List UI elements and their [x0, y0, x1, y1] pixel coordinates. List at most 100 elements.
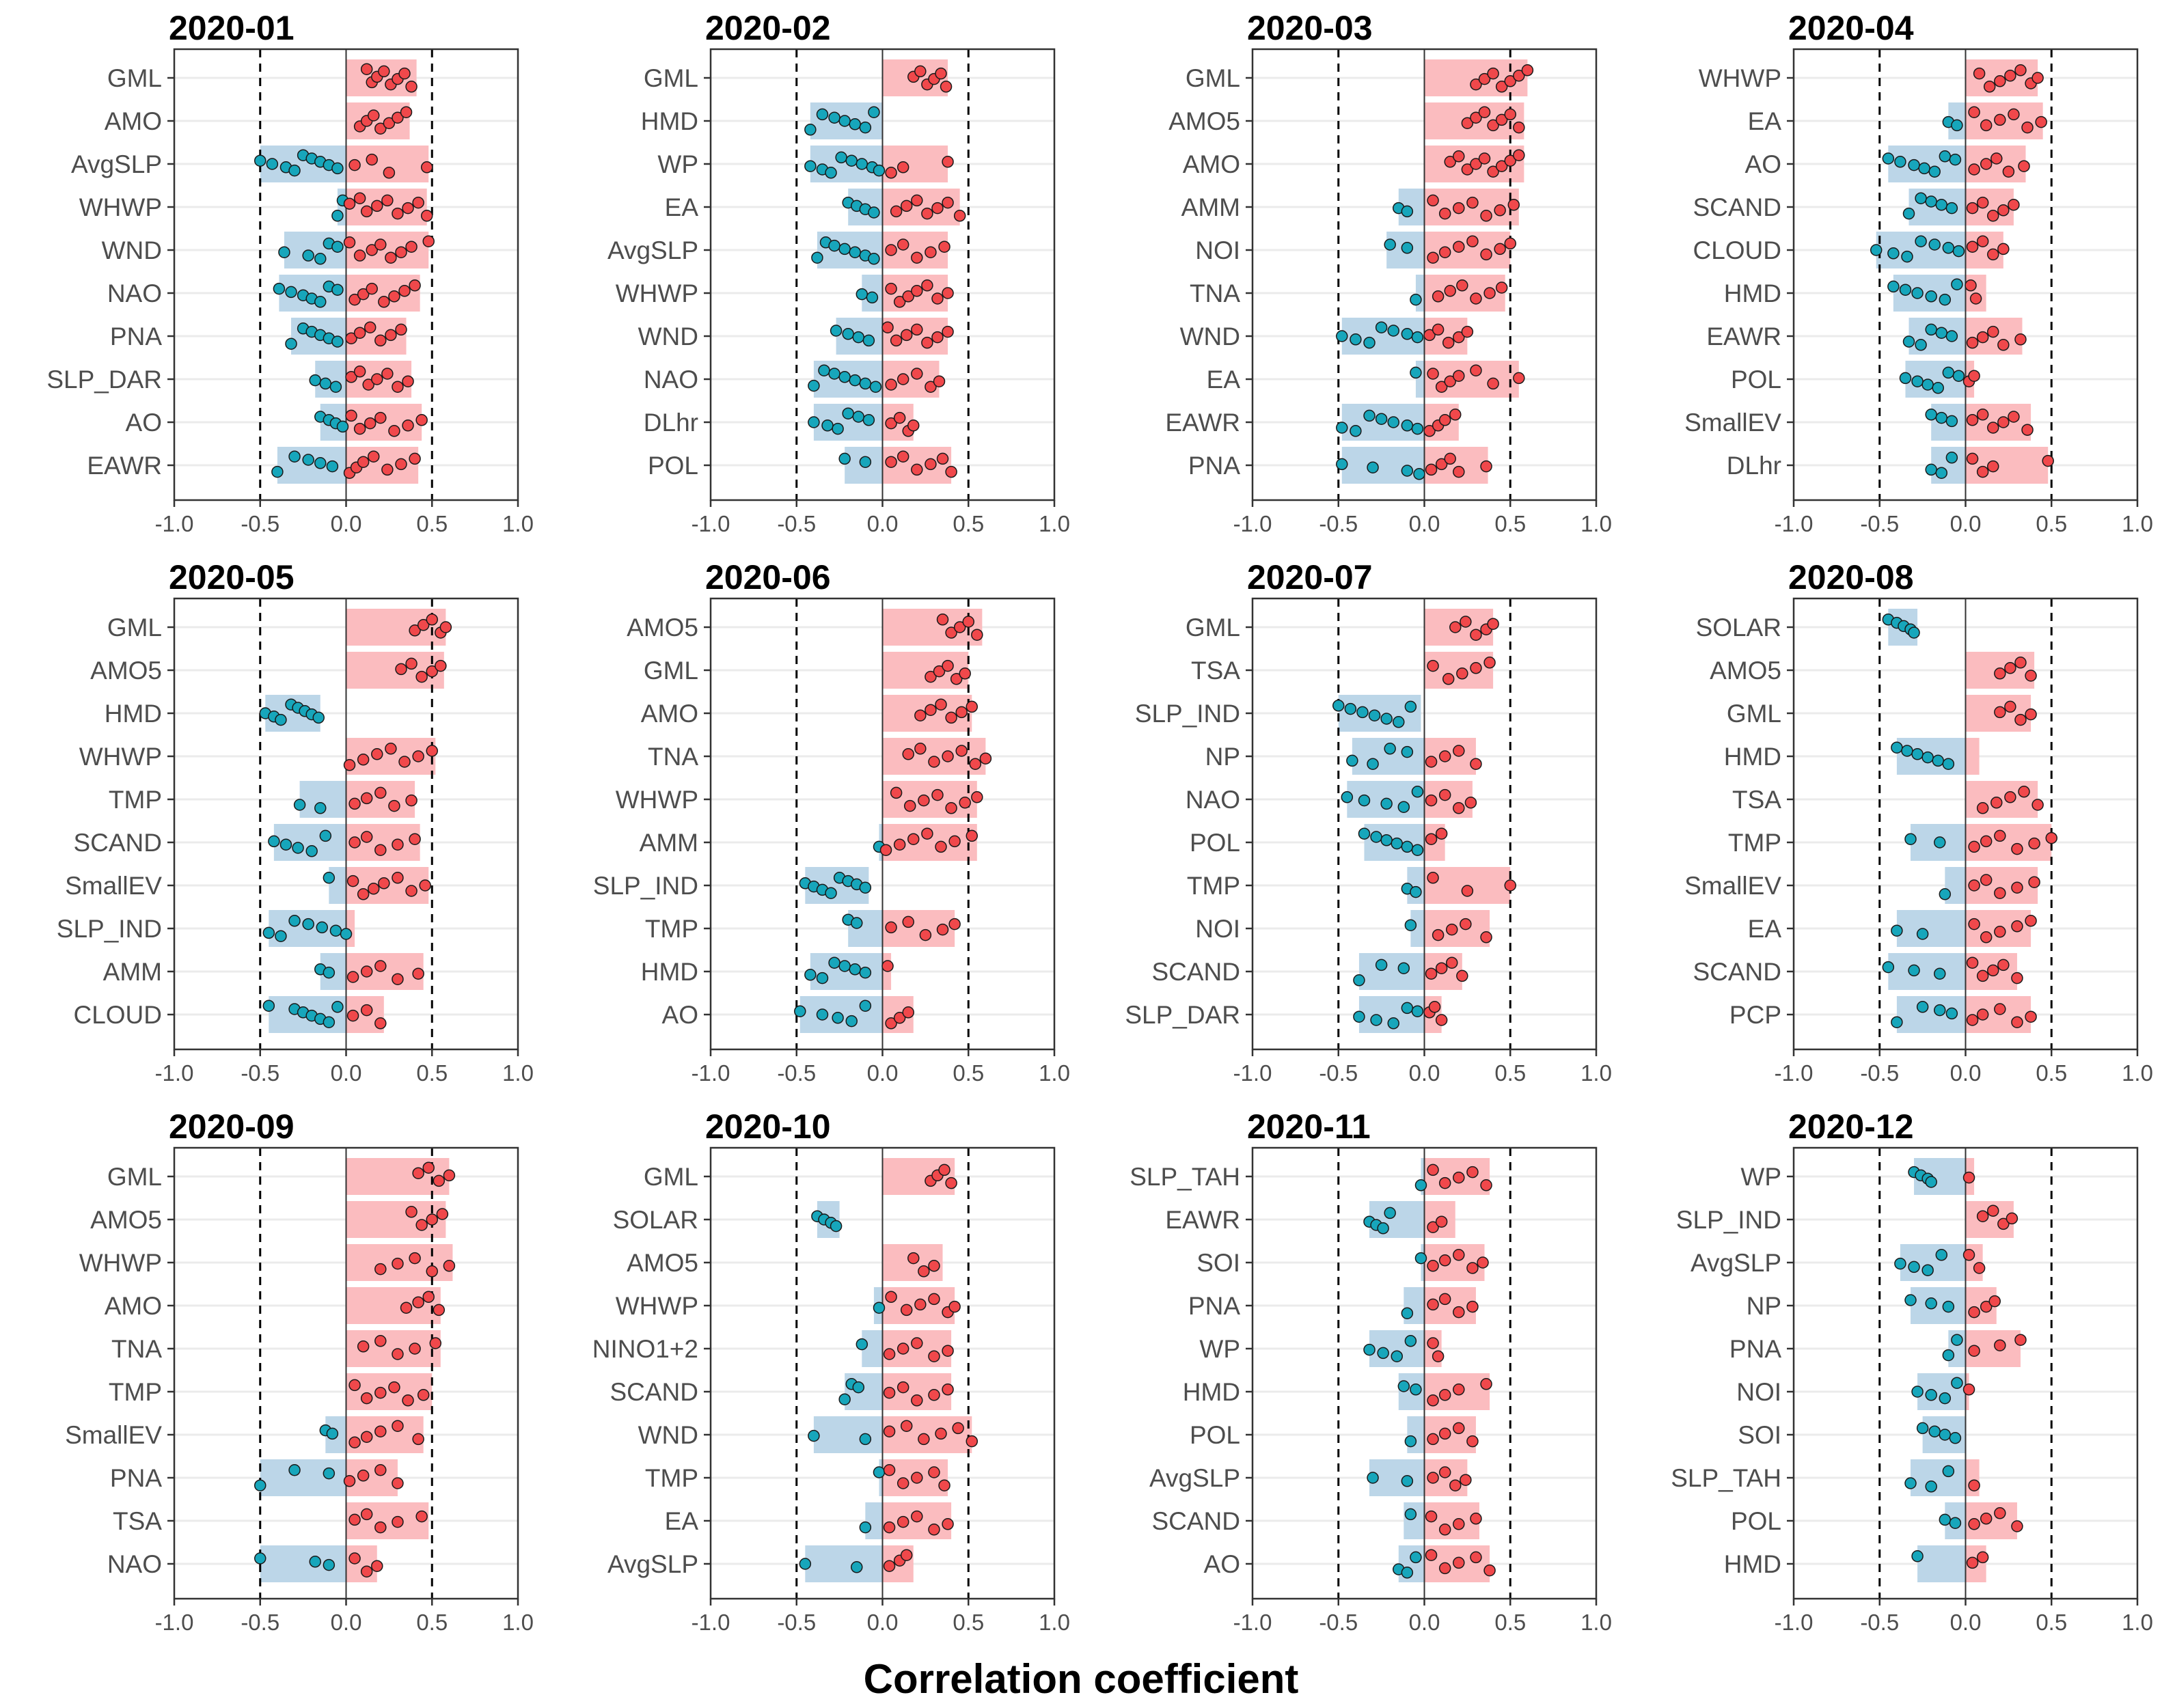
bar-pos-DLhr [1965, 447, 2049, 484]
point-neg-AvgSLP [851, 1561, 863, 1573]
x-tick-label: -0.5 [241, 1060, 279, 1086]
point-pos-EAWR [1449, 409, 1462, 421]
point-pos-SCAND [897, 1381, 909, 1394]
point-neg-NOI [1911, 1386, 1924, 1398]
point-neg-AvgSLP [254, 154, 266, 167]
point-neg-POL [1942, 366, 1955, 379]
point-pos-NAO [371, 1560, 383, 1572]
point-pos-AMO5 [953, 621, 966, 633]
point-pos-GML [443, 1169, 456, 1182]
point-neg-WHWP [331, 210, 344, 222]
point-neg-HMD [838, 960, 851, 972]
point-pos-AMO5 [928, 1260, 940, 1272]
point-neg-PNA [288, 1464, 301, 1476]
point-pos-GML [933, 665, 946, 678]
point-pos-EA [897, 1515, 909, 1528]
point-pos-AMO [422, 1291, 435, 1303]
point-neg-SLP_IND [340, 928, 353, 940]
point-pos-SCAND [1997, 204, 2010, 217]
point-pos-SCAND [1976, 969, 1989, 982]
point-pos-SmallEV [374, 1425, 387, 1437]
point-pos-SLP_DAR [362, 378, 374, 391]
point-pos-POL [945, 465, 957, 478]
bar-neg-TMP [848, 910, 883, 947]
y-label: AMO5 [1168, 107, 1240, 135]
point-neg-PNA [285, 338, 297, 350]
point-pos-AMO [1495, 160, 1508, 172]
point-pos-AMM [879, 844, 892, 856]
point-pos-SmallEV [1966, 414, 1979, 426]
y-label: SCAND [1151, 958, 1240, 986]
point-pos-GML [938, 1163, 950, 1176]
point-neg-AMM [1401, 205, 1414, 218]
point-neg-WP [873, 164, 886, 177]
point-neg-HMD [859, 966, 872, 979]
point-pos-AvgSLP [1449, 1479, 1462, 1491]
point-neg-NAO [1358, 794, 1371, 807]
point-pos-DLhr [907, 419, 920, 432]
point-pos-WHWP [918, 794, 930, 807]
y-label: NP [1205, 743, 1240, 771]
x-tick-label: 1.0 [502, 1060, 534, 1086]
x-axis-title: Correlation coefficient [864, 1656, 1299, 1702]
x-tick-label: 0.0 [331, 1610, 362, 1635]
point-neg-SOI [1928, 1425, 1941, 1437]
point-neg-HMD [1921, 751, 1934, 764]
point-pos-TNA [969, 758, 982, 770]
y-label: SOLAR [1696, 614, 1781, 642]
bar-neg-NP [1911, 1287, 1966, 1324]
point-pos-NAO [885, 378, 897, 391]
point-pos-WHWP [931, 292, 944, 305]
point-pos-AMO5 [1487, 119, 1499, 132]
point-neg-HMD [312, 711, 325, 724]
y-label: SOLAR [613, 1206, 698, 1234]
point-neg-NP [1384, 743, 1396, 755]
x-tick-label: 0.0 [867, 1060, 899, 1086]
y-label: CLOUD [73, 1001, 162, 1029]
point-pos-WHWP [2031, 72, 2044, 84]
point-pos-WHWP [360, 205, 373, 218]
point-pos-AMO [955, 706, 968, 719]
x-tick-label: -1.0 [1775, 511, 1814, 536]
point-pos-TSA [1427, 659, 1439, 672]
point-pos-CLOUD [1997, 243, 2010, 256]
point-pos-SLP_DAR [371, 373, 383, 385]
point-neg-WND [852, 331, 865, 344]
panel-title: 2020-09 [169, 1107, 295, 1146]
point-pos-WND [918, 1433, 930, 1446]
point-pos-EAWR [1427, 1221, 1439, 1233]
point-pos-TNA [1483, 287, 1496, 299]
point-pos-WHWP [900, 1304, 913, 1317]
point-neg-CLOUD [1942, 242, 1955, 254]
point-pos-EA [1980, 119, 1993, 132]
point-pos-NOI [1494, 243, 1506, 256]
point-pos-NOI [1453, 240, 1465, 253]
point-pos-NAO [378, 296, 390, 308]
point-pos-EAWR [1986, 325, 1999, 338]
point-pos-POL [1425, 833, 1438, 845]
point-pos-AMM [374, 960, 387, 972]
point-neg-EAWR [1411, 422, 1424, 435]
point-pos-WND [890, 334, 903, 347]
panel-2020-02: GML HMD WP EA AvgSLP WHWP WND NAO DLhr POL -1.0 -0.… [607, 9, 1070, 536]
y-label: AMM [640, 829, 698, 857]
y-label: TMP [109, 1378, 162, 1406]
point-pos-PCP [1976, 1008, 1989, 1021]
point-pos-TNA [392, 1348, 404, 1360]
point-pos-AvgSLP [900, 1549, 913, 1561]
y-label: TMP [1187, 872, 1240, 900]
y-label: TMP [645, 1464, 698, 1492]
y-label: EA [665, 193, 699, 221]
point-neg-SLP_IND [859, 881, 872, 894]
point-pos-WHWP [420, 210, 433, 222]
point-neg-EA [1951, 119, 1963, 132]
point-pos-AMO [1453, 150, 1465, 163]
point-pos-TMP [2028, 837, 2040, 850]
point-pos-SmallEV [419, 879, 431, 892]
point-pos-WHWP [392, 1257, 404, 1270]
point-neg-SLP_IND [1368, 709, 1381, 721]
point-pos-NOI [1460, 918, 1472, 931]
point-pos-AO [353, 422, 366, 435]
point-pos-WND [1442, 336, 1455, 349]
bar-pos-PNA [346, 1459, 398, 1496]
